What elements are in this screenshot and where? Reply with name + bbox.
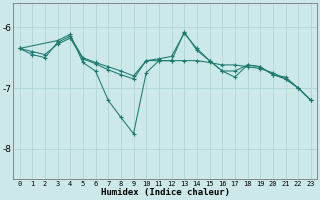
X-axis label: Humidex (Indice chaleur): Humidex (Indice chaleur)	[101, 188, 230, 197]
